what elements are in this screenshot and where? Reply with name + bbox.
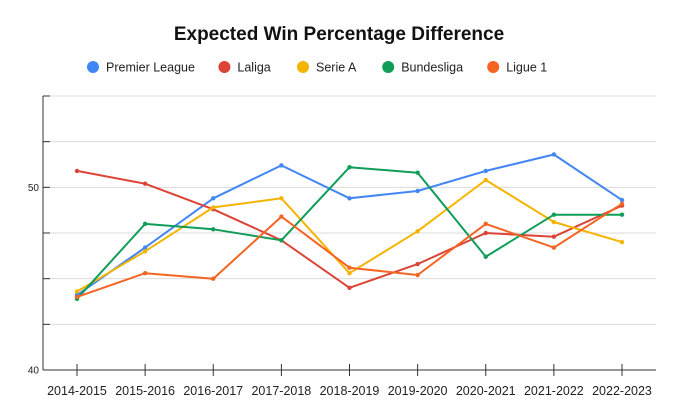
x-tick-label: 2014-2015: [47, 384, 107, 398]
data-point-bundesliga: [619, 212, 625, 217]
data-point-laliga: [415, 261, 420, 267]
data-point-ligue-1: [551, 245, 557, 250]
data-point-ligue-1: [415, 272, 420, 278]
legend-marker-bundesliga: [382, 61, 395, 73]
x-tick-label: 2020-2021: [456, 384, 516, 398]
data-point-premier-league: [483, 168, 488, 174]
data-point-bundesliga: [347, 165, 352, 170]
data-point-bundesliga: [415, 170, 420, 175]
y-tick-label: 50: [28, 183, 40, 194]
series-layer: [74, 152, 625, 301]
series-serie-a: [74, 177, 625, 294]
data-point-ligue-1: [483, 221, 488, 227]
x-tick-label: 2017-2018: [251, 384, 311, 398]
legend-label-serie-a: Serie A: [316, 61, 357, 75]
data-point-premier-league: [551, 152, 557, 157]
data-point-ligue-1: [619, 201, 625, 206]
data-point-ligue-1: [142, 270, 148, 276]
data-point-bundesliga: [142, 221, 148, 227]
x-tick-label: 2022-2023: [592, 384, 652, 398]
legend-marker-serie-a: [297, 61, 309, 73]
series-line-laliga: [76, 169, 623, 289]
series-premier-league: [74, 152, 625, 298]
data-point-serie-a: [211, 205, 216, 210]
data-point-ligue-1: [279, 214, 284, 219]
data-point-ligue-1: [74, 294, 80, 300]
data-point-serie-a: [74, 289, 80, 294]
data-point-premier-league: [142, 245, 148, 250]
data-point-laliga: [483, 230, 488, 236]
data-point-ligue-1: [347, 265, 352, 270]
data-point-premier-league: [415, 188, 420, 194]
legend-marker-ligue-1: [487, 61, 500, 73]
data-point-laliga: [347, 285, 352, 290]
x-tick-label: 2021-2022: [524, 384, 584, 398]
data-point-serie-a: [142, 249, 148, 254]
series-line-ligue-1: [76, 202, 623, 298]
data-point-premier-league: [279, 163, 284, 168]
data-point-premier-league: [347, 196, 352, 201]
data-point-premier-league: [211, 196, 216, 201]
data-point-serie-a: [483, 177, 488, 183]
data-point-serie-a: [619, 239, 625, 245]
data-point-bundesliga: [483, 254, 488, 259]
legend: Premier League Laliga Serie A Bundesliga Lig…: [87, 61, 547, 75]
data-point-premier-league: [619, 197, 625, 203]
data-point-serie-a: [279, 196, 284, 201]
data-point-serie-a: [551, 219, 557, 225]
x-tick-label: 2015-2016: [115, 384, 175, 398]
x-tick-label: 2016-2017: [183, 384, 243, 398]
data-point-laliga: [551, 234, 557, 239]
legend-marker-premier-league: [87, 61, 99, 73]
legend-label-premier-league: Premier League: [106, 61, 195, 75]
x-tick-label: 2018-2019: [320, 384, 380, 398]
series-bundesliga: [74, 165, 625, 301]
x-tick-label: 2019-2020: [388, 384, 448, 398]
legend-label-laliga: Laliga: [237, 61, 270, 75]
legend-label-ligue-1: Ligue 1: [506, 61, 547, 75]
series-ligue-1: [74, 201, 625, 300]
legend-label-bundesliga: Bundesliga: [401, 61, 463, 75]
y-axis-ticks: 40 50: [28, 95, 50, 377]
data-point-serie-a: [415, 228, 420, 234]
data-point-bundesliga: [551, 212, 557, 217]
data-point-bundesliga: [211, 227, 216, 232]
gridlines: [43, 95, 656, 325]
x-axis-ticks: 2014-2015 2015-2016 2016-2017 2017-2018 2018…: [47, 364, 652, 398]
data-point-serie-a: [347, 270, 352, 276]
chart-title: Expected Win Percentage Difference: [174, 24, 504, 45]
data-point-bundesliga: [279, 238, 284, 243]
data-point-laliga: [142, 181, 148, 186]
legend-marker-laliga: [218, 61, 231, 73]
y-tick-label: 40: [28, 366, 40, 377]
data-point-laliga: [74, 168, 80, 174]
data-point-ligue-1: [211, 276, 216, 281]
